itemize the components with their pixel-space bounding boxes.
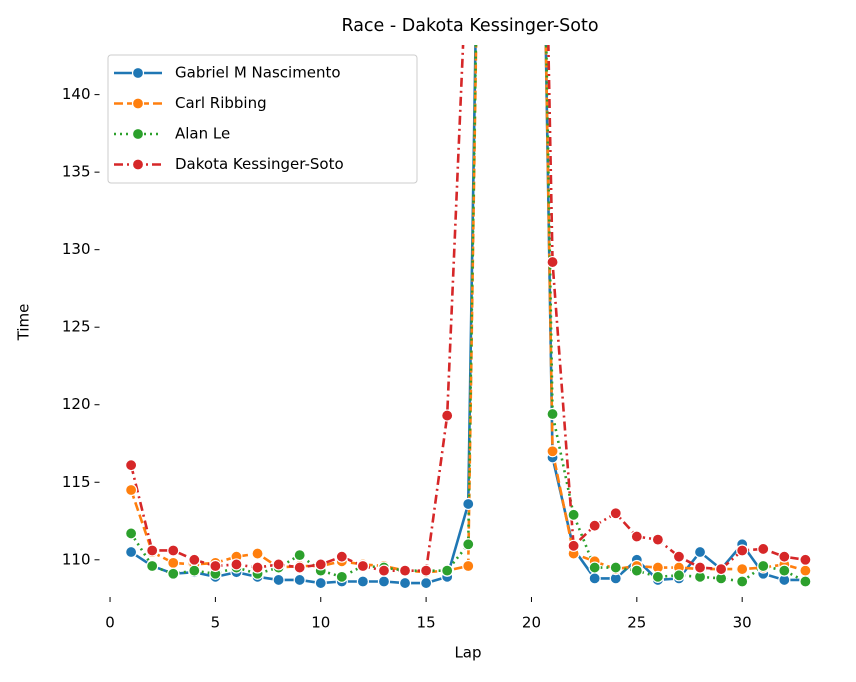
legend-label: Gabriel M Nascimento (175, 64, 341, 82)
y-tick-label: 130 (62, 240, 91, 258)
y-tick-label: 140 (62, 85, 91, 103)
data-point (693, 545, 707, 559)
data-point (188, 553, 201, 566)
x-tick-label: 10 (311, 614, 330, 632)
legend-marker (131, 127, 145, 141)
data-point (693, 561, 707, 574)
data-point (630, 564, 643, 577)
data-point (293, 573, 306, 587)
data-point (715, 562, 728, 576)
data-point (230, 558, 243, 571)
data-point (736, 575, 749, 588)
x-tick-label: 20 (522, 614, 541, 632)
data-point (672, 550, 686, 563)
data-point (567, 539, 580, 552)
data-point (125, 527, 138, 540)
data-point (167, 567, 180, 580)
data-point (293, 549, 306, 562)
data-point (125, 545, 138, 559)
data-point (799, 575, 812, 588)
data-point (736, 544, 749, 557)
data-point (778, 564, 791, 577)
data-point (377, 575, 391, 588)
data-point (167, 556, 180, 569)
y-tick-label: 135 (62, 163, 91, 181)
data-point (630, 530, 643, 543)
data-point (588, 519, 601, 532)
data-point (420, 564, 433, 577)
data-point (314, 576, 327, 590)
data-point (462, 497, 475, 511)
y-tick-label: 115 (62, 473, 91, 491)
legend-label: Alan Le (175, 125, 230, 143)
data-point (546, 445, 559, 458)
data-point (314, 558, 327, 571)
data-point (799, 553, 812, 566)
data-point (609, 561, 622, 574)
data-point (125, 483, 138, 497)
x-tick-label: 0 (105, 614, 115, 632)
data-point (251, 547, 264, 560)
data-point (209, 559, 222, 573)
x-tick-label: 5 (211, 614, 221, 632)
data-point (272, 573, 285, 587)
data-point (356, 559, 369, 573)
data-point (799, 564, 812, 577)
legend-marker (131, 66, 145, 80)
data-point (546, 407, 559, 421)
plot-area (125, 45, 812, 590)
legend-marker (131, 97, 145, 110)
series-line (129, 45, 806, 572)
data-point (272, 558, 285, 571)
data-point (672, 569, 686, 582)
data-point (736, 562, 749, 576)
x-tick-label: 30 (733, 614, 752, 632)
data-point (420, 576, 433, 590)
data-point (651, 570, 664, 583)
data-point (167, 544, 180, 557)
y-tick-label: 125 (62, 318, 91, 336)
data-point (757, 559, 770, 573)
data-point (441, 409, 454, 422)
y-tick-label: 120 (62, 395, 91, 413)
data-point (146, 544, 159, 557)
legend-marker (131, 158, 145, 171)
data-point (462, 538, 475, 551)
data-point (462, 559, 475, 573)
data-point (146, 559, 159, 573)
y-axis-label: Time (15, 304, 33, 342)
y-tick-label: 110 (62, 550, 91, 568)
x-tick-label: 25 (627, 614, 646, 632)
data-point (609, 507, 622, 520)
data-point (546, 255, 559, 269)
data-point (588, 572, 601, 585)
legend-label: Carl Ribbing (175, 94, 267, 112)
data-point (757, 542, 770, 556)
legend-label: Dakota Kessinger-Soto (175, 155, 344, 173)
data-point (125, 459, 138, 472)
data-point (335, 550, 348, 563)
x-axis-label: Lap (454, 644, 481, 662)
x-tick-label: 15 (417, 614, 436, 632)
data-point (441, 564, 454, 577)
data-point (651, 533, 664, 546)
data-point (398, 576, 412, 590)
data-point (588, 561, 601, 574)
chart-title: Race - Dakota Kessinger-Soto (341, 16, 598, 36)
data-point (251, 561, 264, 574)
data-point (398, 564, 412, 577)
data-point (377, 564, 391, 577)
legend-box (107, 54, 418, 184)
data-point (335, 570, 348, 583)
data-point (293, 561, 306, 574)
data-point (567, 508, 580, 521)
data-point (778, 550, 791, 563)
data-point (188, 564, 201, 577)
data-point (356, 575, 369, 588)
